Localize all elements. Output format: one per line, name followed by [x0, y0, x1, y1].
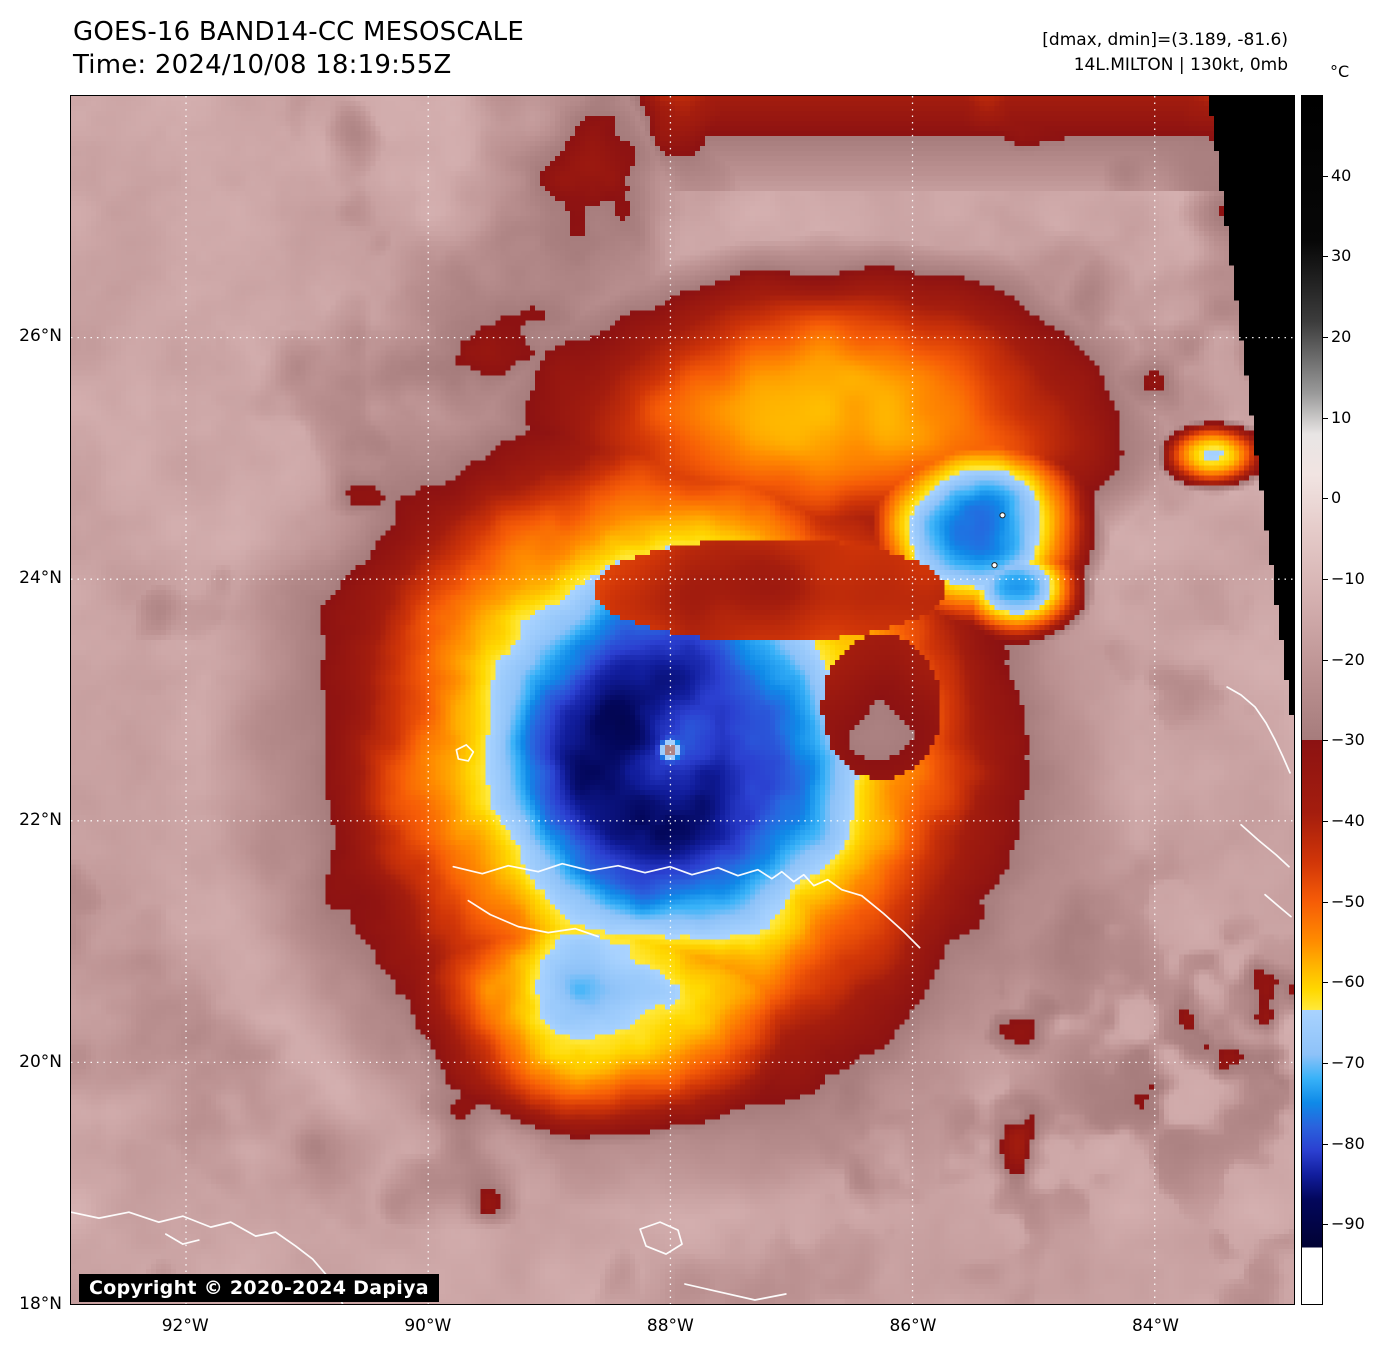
lon-axis-label: 86°W	[889, 1316, 937, 1336]
product-title: GOES-16 BAND14-CC MESOSCALE	[73, 17, 524, 47]
colorbar-tick	[1323, 659, 1328, 661]
coastline	[1240, 823, 1290, 868]
colorbar-tick	[1323, 498, 1328, 500]
map-area: Copyright © 2020-2024 Dapiya	[70, 95, 1295, 1305]
lon-axis-label: 88°W	[646, 1316, 694, 1336]
colorbar-tick-label: 40	[1331, 165, 1352, 185]
colorbar-tick-label: −90	[1331, 1214, 1365, 1234]
colorbar-tick	[1323, 579, 1328, 580]
colorbar-tick	[1323, 982, 1328, 984]
lon-axis-label: 92°W	[161, 1316, 209, 1336]
lon-axis-label: 84°W	[1132, 1316, 1179, 1336]
colorbar-tick	[1323, 1143, 1328, 1145]
colorbar-tick	[1323, 175, 1328, 177]
map-overlay	[71, 96, 1294, 1304]
colorbar-unit-label: °C	[1330, 62, 1350, 81]
colorbar-tick-label: −10	[1331, 569, 1365, 588]
colorbar-tick	[1323, 417, 1328, 419]
satellite-canvas	[71, 96, 1294, 1304]
colorbar-tick	[1323, 901, 1328, 903]
colorbar-tick-label: −30	[1331, 730, 1365, 750]
lon-axis-label: 90°W	[404, 1316, 452, 1336]
stats-block: [dmax, dmin]=(3.189, -81.6) 14L.MILTON |…	[1042, 28, 1288, 77]
cold-pixel-marker	[991, 562, 998, 569]
lat-axis-label: 18°N	[19, 1294, 62, 1314]
colorbar-tick-label: −60	[1331, 972, 1365, 992]
coastline	[1226, 686, 1291, 774]
coastline	[684, 1283, 787, 1301]
coastline	[71, 1211, 344, 1304]
coastline	[467, 899, 599, 938]
colorbar-tick	[1323, 740, 1328, 742]
colorbar-tick-label: 30	[1331, 246, 1352, 266]
copyright-badge: Copyright © 2020-2024 Dapiya	[79, 1274, 439, 1302]
coastline	[452, 862, 921, 949]
colorbar-tick	[1323, 337, 1328, 338]
title-block: GOES-16 BAND14-CC MESOSCALE Time: 2024/1…	[73, 16, 524, 83]
colorbar-tick-label: −70	[1331, 1053, 1365, 1072]
colorbar-tick-label: −50	[1331, 891, 1365, 911]
lat-axis-label: 24°N	[19, 568, 62, 588]
coastline	[164, 1233, 200, 1245]
colorbar-tick-label: 20	[1331, 327, 1352, 346]
lat-axis-label: 22°N	[19, 810, 62, 830]
colorbar-tick-label: −40	[1331, 811, 1365, 830]
colorbar-tick	[1323, 821, 1328, 822]
coastline	[1264, 893, 1292, 918]
colorbar-tick	[1323, 256, 1328, 258]
colorbar-tick	[1323, 1224, 1328, 1226]
colorbar-tick-label: 0	[1331, 488, 1342, 508]
storm-readout: 14L.MILTON | 130kt, 0mb	[1073, 54, 1288, 75]
colorbar-tick-label: −80	[1331, 1133, 1365, 1153]
coastline	[455, 744, 475, 762]
colorbar-tick-label: −20	[1331, 649, 1365, 669]
colorbar-tick-label: 10	[1331, 407, 1352, 427]
lat-axis-label: 20°N	[19, 1052, 62, 1072]
colorbar	[1301, 95, 1323, 1305]
coastline	[639, 1221, 683, 1255]
cold-pixel-marker	[999, 512, 1006, 519]
timestamp: Time: 2024/10/08 18:19:55Z	[73, 50, 452, 81]
colorbar-tick	[1323, 1063, 1328, 1064]
lat-axis-label: 26°N	[19, 326, 62, 346]
dmax-dmin-readout: [dmax, dmin]=(3.189, -81.6)	[1042, 30, 1288, 50]
